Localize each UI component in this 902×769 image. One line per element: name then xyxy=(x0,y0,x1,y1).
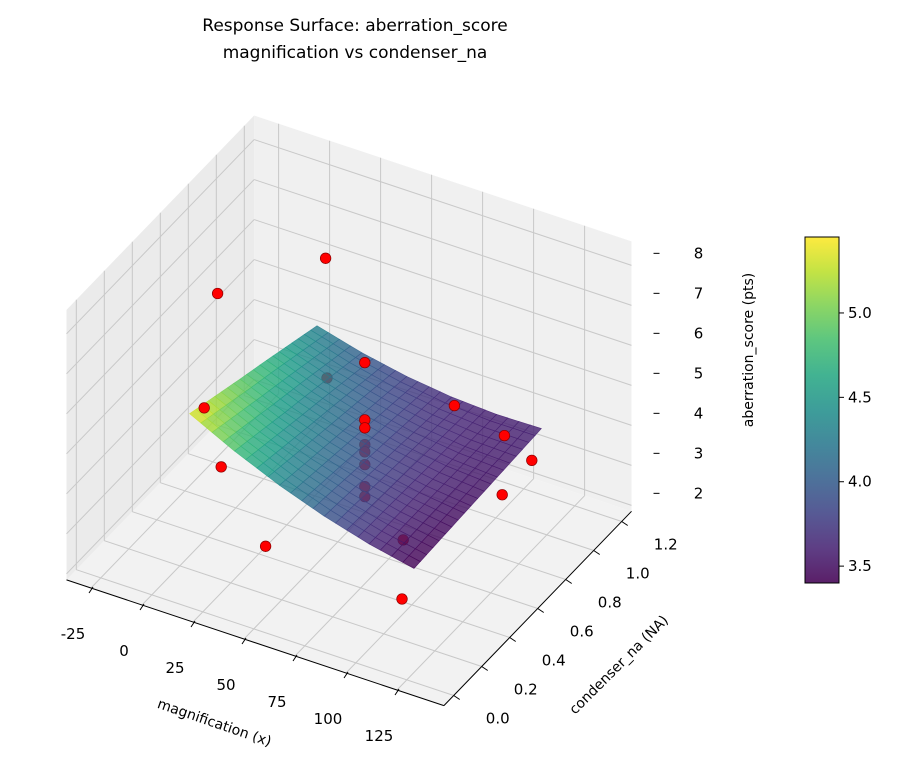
z-tick-label: 7 xyxy=(694,284,704,302)
x-tick xyxy=(394,688,400,696)
scatter-points-above xyxy=(198,252,538,552)
y-tick xyxy=(565,579,572,584)
colorbar-tick-label: 4.0 xyxy=(848,473,872,491)
scatter-point xyxy=(319,252,332,264)
y-tick xyxy=(453,695,460,700)
y-tick xyxy=(593,550,600,555)
y-tick-label: 0.2 xyxy=(514,680,538,698)
left-grid-z xyxy=(66,299,255,495)
colorbar xyxy=(804,236,840,584)
floor-grid-y xyxy=(76,569,454,696)
scatter-point xyxy=(198,402,210,414)
y-tick xyxy=(481,666,488,671)
x-axis-label: magnification (x) xyxy=(155,696,273,750)
left-grid-z xyxy=(66,339,255,535)
z-tick-label: 2 xyxy=(694,484,704,502)
scatter-point xyxy=(359,422,371,434)
colorbar-ticks: 3.5 4.0 4.5 5.0 xyxy=(839,304,872,575)
y-tick-label: 0.0 xyxy=(486,709,510,727)
x-tick-label: 100 xyxy=(314,710,343,728)
back-grid-z xyxy=(253,299,632,426)
y-tick-label: 0.8 xyxy=(598,593,622,611)
x-tick-label: 0 xyxy=(119,642,129,660)
x-axis-line xyxy=(66,579,445,707)
axis-lines xyxy=(66,252,660,707)
x-tick-label: 75 xyxy=(267,693,286,711)
z-tick-label: 3 xyxy=(694,444,704,462)
scatter-point xyxy=(496,489,508,501)
back-grid-z xyxy=(253,179,632,306)
scatter-point xyxy=(259,540,272,552)
scatter-point xyxy=(498,429,511,442)
x-tick xyxy=(292,654,298,662)
surface-patch xyxy=(402,555,421,569)
floor-grid-y xyxy=(160,482,538,609)
y-tick-label: 0.6 xyxy=(570,622,594,640)
x-tick-label: -25 xyxy=(61,625,86,643)
x-tick xyxy=(139,603,145,611)
scatter-point xyxy=(396,593,408,605)
floor-grid-y xyxy=(104,540,482,667)
z-tick-label: 5 xyxy=(694,364,704,382)
tick-labels: -2502550751001250.00.20.40.60.81.01.2234… xyxy=(61,244,704,745)
left-grid-z xyxy=(66,219,255,415)
y-tick-label: 0.4 xyxy=(542,651,566,669)
z-axis-label: aberration_score (pts) xyxy=(741,273,757,427)
left-grid-z xyxy=(66,179,255,375)
scatter-point xyxy=(215,461,227,473)
x-tick xyxy=(241,637,247,645)
x-tick xyxy=(343,671,349,679)
back-grid-z xyxy=(253,139,632,266)
colorbar-tick-label: 3.5 xyxy=(848,557,872,575)
scatter-point xyxy=(448,399,461,412)
back-grid-z xyxy=(253,259,632,386)
x-tick xyxy=(88,586,94,594)
x-tick xyxy=(190,620,196,628)
chart-title: Response Surface: aberration_score xyxy=(202,16,507,36)
y-tick xyxy=(537,608,544,613)
scatter-point xyxy=(211,287,224,300)
y-tick-label: 1.0 xyxy=(626,564,650,582)
colorbar-tick-label: 4.5 xyxy=(848,388,872,406)
floor-grid-y xyxy=(132,511,510,638)
scatter-point xyxy=(526,454,538,467)
x-tick-label: 125 xyxy=(365,727,394,745)
x-tick-label: 50 xyxy=(216,676,235,694)
colorbar-tick-label: 5.0 xyxy=(848,304,872,322)
scatter-point xyxy=(359,357,371,369)
y-tick-label: 1.2 xyxy=(654,535,678,553)
z-tick-label: 6 xyxy=(694,324,704,342)
left-grid-z xyxy=(66,139,255,335)
z-tick-label: 4 xyxy=(694,404,704,422)
chart-subtitle: magnification vs condenser_na xyxy=(223,43,488,63)
x-tick-label: 25 xyxy=(165,659,184,677)
back-grid-z xyxy=(253,219,632,346)
y-tick xyxy=(509,637,516,642)
z-tick-label: 8 xyxy=(694,244,704,262)
y-tick xyxy=(621,521,628,526)
